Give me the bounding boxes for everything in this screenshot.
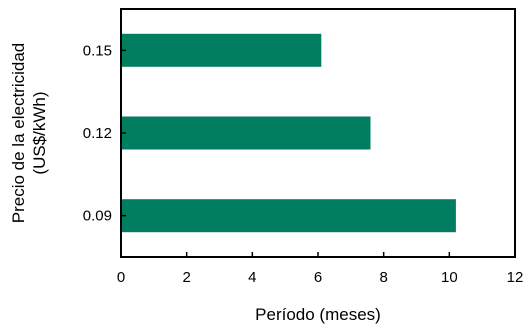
y-category-label: 0.09 xyxy=(83,208,112,225)
y-category-label: 0.12 xyxy=(83,125,112,142)
bar-0.15 xyxy=(121,33,322,67)
bar-0.12 xyxy=(121,116,371,150)
y-category-label: 0.15 xyxy=(83,42,112,59)
x-axis-ticks: 0 2 4 6 8 10 12 xyxy=(117,252,524,286)
y-axis-title: Precio de la electricidad (US$/kWh) xyxy=(9,43,49,223)
x-tick-label: 6 xyxy=(314,269,322,286)
y-axis-title-line-1: Precio de la electricidad xyxy=(9,43,28,223)
y-axis-title-line-2: (US$/kWh) xyxy=(30,91,49,174)
x-tick-label: 8 xyxy=(379,269,387,286)
x-tick-label: 10 xyxy=(441,269,458,286)
x-axis-title: Período (meses) xyxy=(255,305,381,324)
x-tick-label: 4 xyxy=(248,269,256,286)
x-tick-label: 12 xyxy=(507,269,524,286)
x-tick-label: 0 xyxy=(117,269,125,286)
bars xyxy=(121,33,456,233)
x-tick-label: 2 xyxy=(182,269,190,286)
bar-0.09 xyxy=(121,199,456,233)
y-axis-categories: 0.15 0.12 0.09 xyxy=(83,42,126,225)
